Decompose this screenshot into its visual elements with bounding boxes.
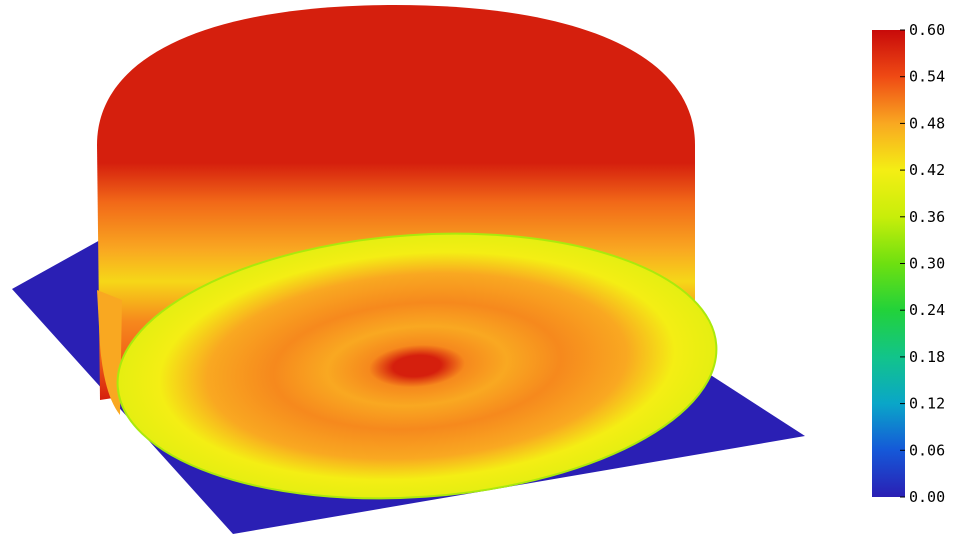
disk-surface xyxy=(117,233,717,499)
colorbar-tick-label: 0.12 xyxy=(909,395,945,413)
colorbar-tick-label: 0.18 xyxy=(909,348,945,366)
colorbar xyxy=(872,30,905,497)
colorbar-tick-label: 0.42 xyxy=(909,161,945,179)
colorbar-tick-label: 0.48 xyxy=(909,114,945,132)
disk-rim xyxy=(116,232,718,500)
colorbar-tick-label: 0.60 xyxy=(909,21,945,39)
colorbar-tick-label: 0.06 xyxy=(909,441,945,459)
colorbar-tick-label: 0.24 xyxy=(909,301,945,319)
colorbar-tick-label: 0.00 xyxy=(909,488,945,506)
colorbar-tick-label: 0.36 xyxy=(909,208,945,226)
cylinder-wall-lower-strip xyxy=(97,290,122,415)
colorbar-tick-label: 0.54 xyxy=(909,68,945,86)
colorbar-tick-label: 0.30 xyxy=(909,255,945,273)
